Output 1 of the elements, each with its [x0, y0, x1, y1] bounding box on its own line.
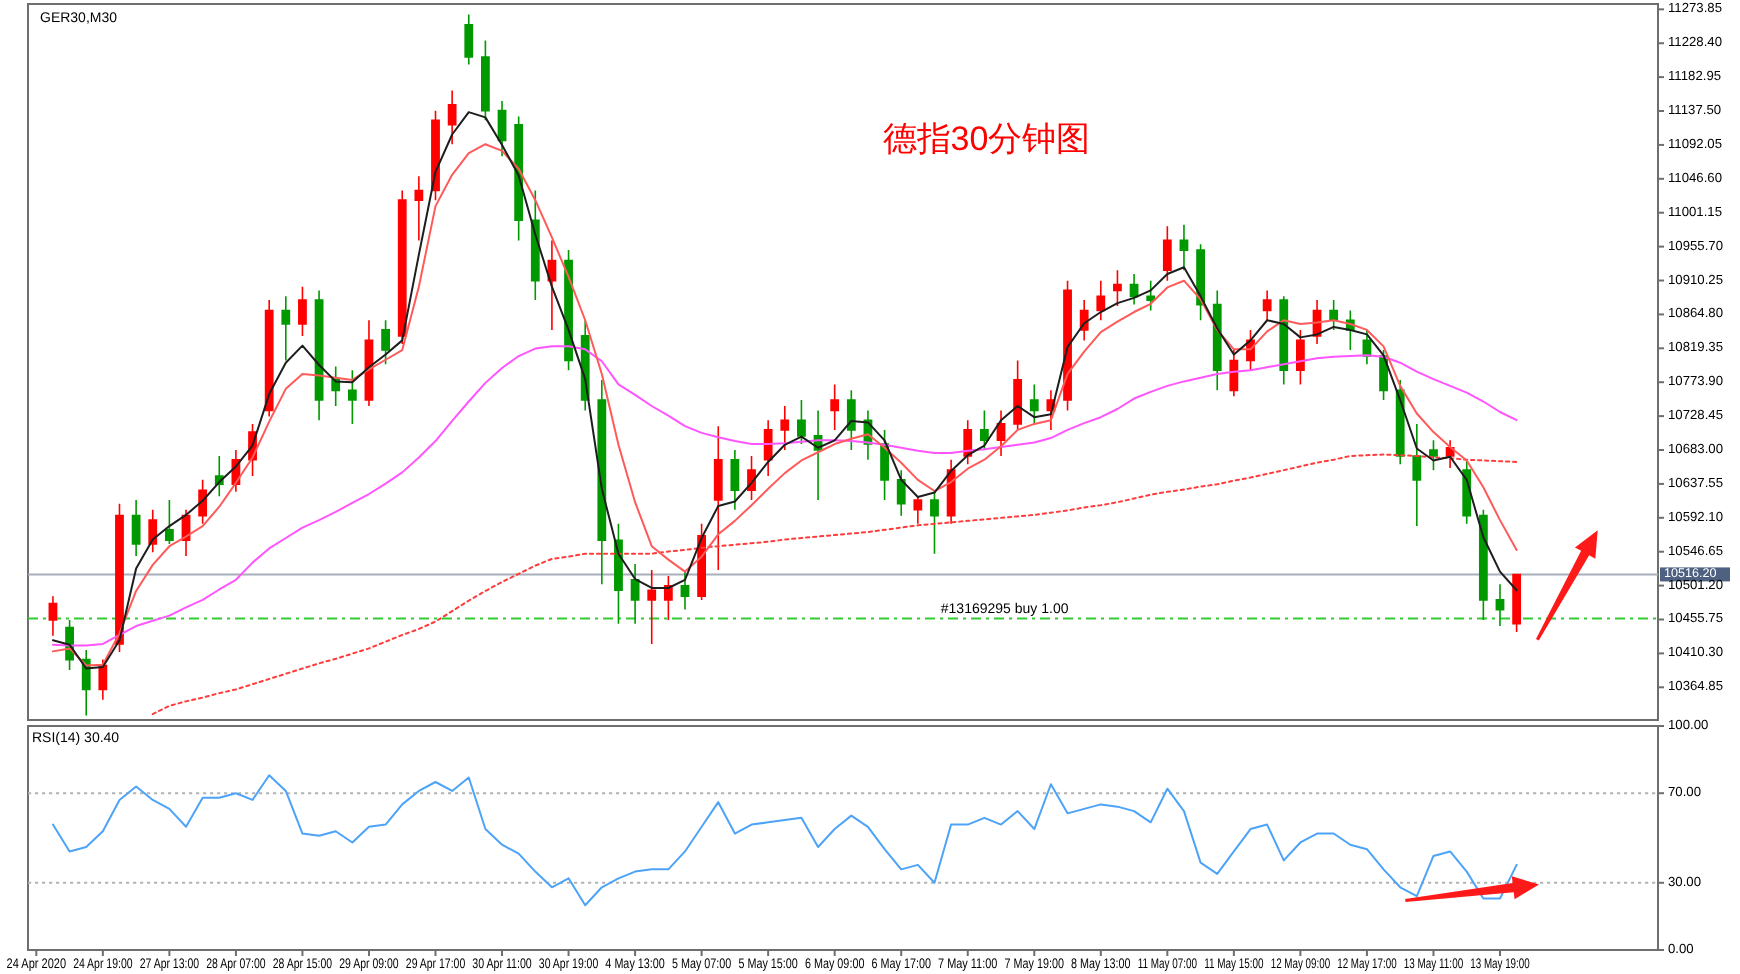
title: 德指30分钟图: [882, 120, 1091, 158]
